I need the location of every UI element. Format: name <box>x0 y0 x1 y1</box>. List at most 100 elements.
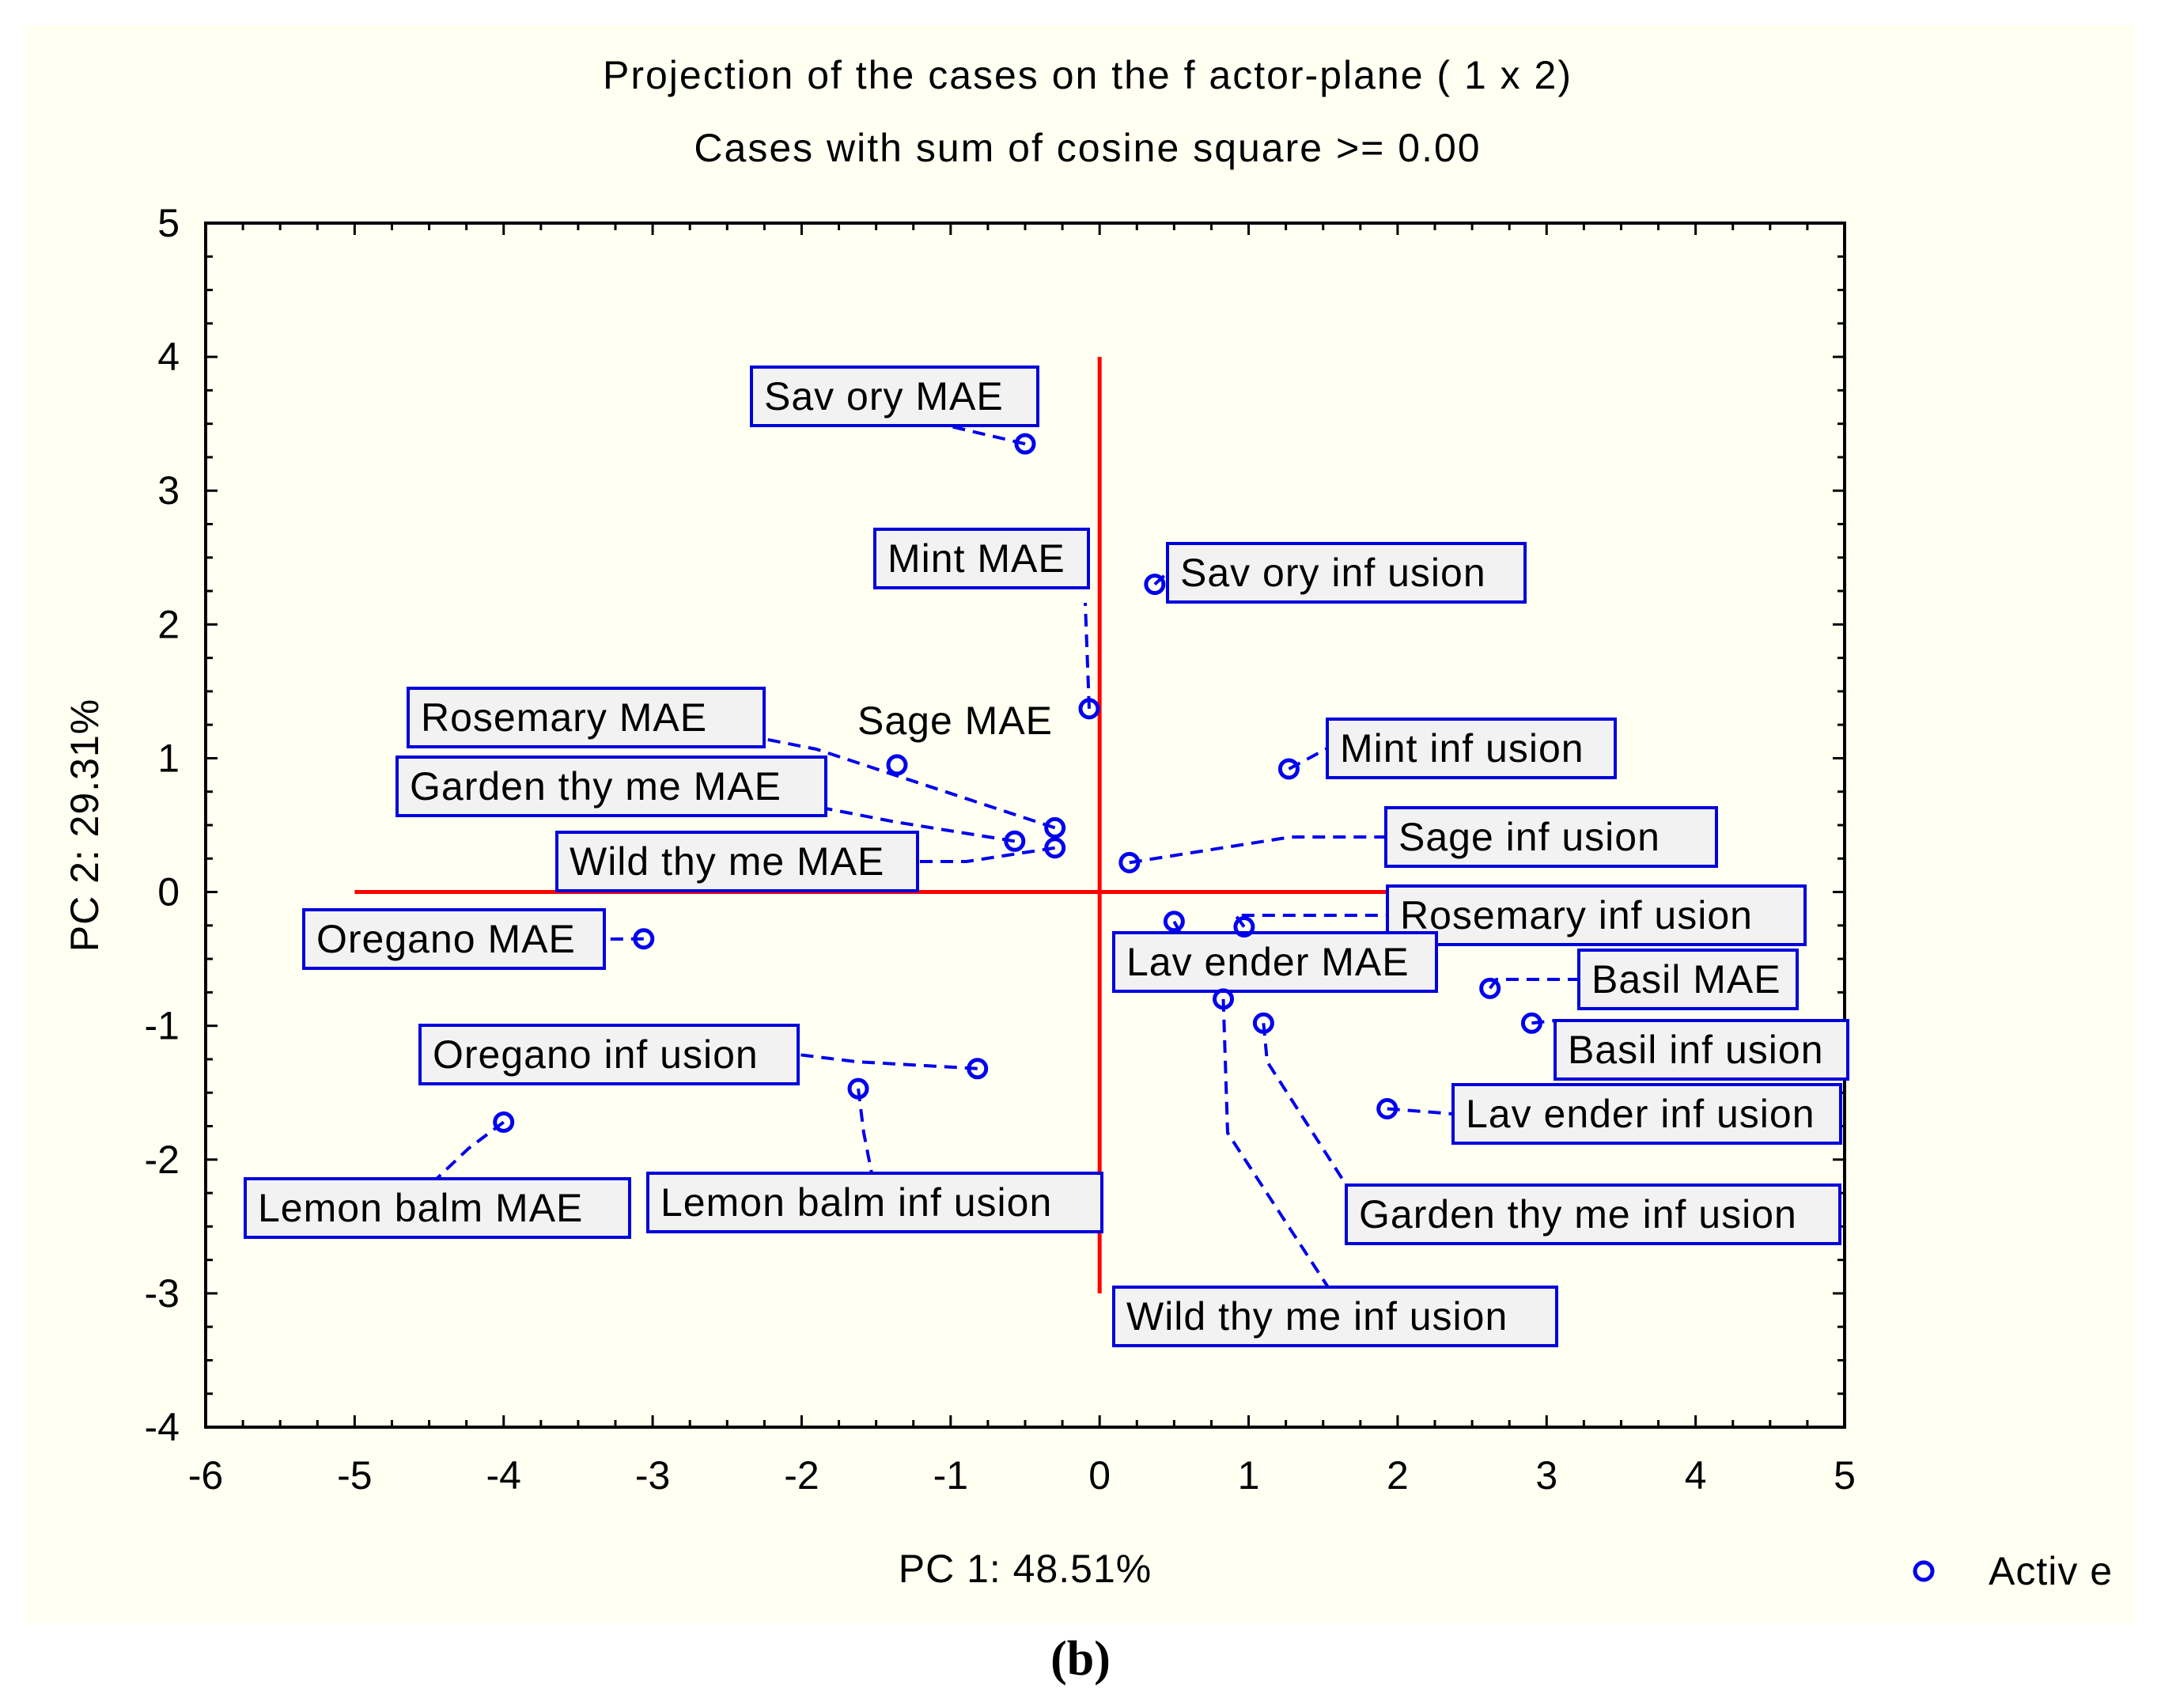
point-label-box <box>1345 1183 1841 1245</box>
y-tick-label: -2 <box>145 1138 180 1182</box>
point-label: Wild thy me inf usion <box>1126 1294 1508 1339</box>
point-label-box <box>1577 949 1799 1010</box>
leader-line <box>918 846 1055 863</box>
point-label-box <box>407 687 766 748</box>
x-tick-label: 5 <box>1834 1453 1856 1498</box>
point-label-box <box>1326 718 1617 779</box>
point-label-box <box>1112 931 1438 993</box>
y-tick-label: -4 <box>145 1405 180 1449</box>
point-label-box <box>1112 1286 1558 1347</box>
point-label-box <box>244 1177 631 1239</box>
x-tick-label: -4 <box>486 1453 520 1498</box>
point-label-box <box>1384 806 1718 868</box>
leader-line <box>1084 602 1091 709</box>
y-axis-label: PC 2: 29.31% <box>62 699 107 952</box>
leader-line <box>1129 835 1386 865</box>
point-label: Garden thy me MAE <box>410 764 782 809</box>
legend-label: Activ e <box>1989 1549 2113 1593</box>
data-point <box>1118 851 1141 873</box>
point-label-box <box>873 528 1090 589</box>
data-point <box>1044 816 1066 839</box>
leader-line <box>1489 978 1579 990</box>
data-point <box>1233 916 1255 938</box>
x-tick-label: 2 <box>1387 1453 1409 1498</box>
data-point <box>1376 1098 1398 1120</box>
chart-svg: Projection of the cases on the f actor-p… <box>62 53 2113 1593</box>
data-point <box>1044 837 1066 859</box>
point-label: Rosemary MAE <box>421 695 707 740</box>
point-label: Mint inf usion <box>1340 726 1584 771</box>
data-point <box>967 1058 989 1080</box>
y-tick-label: 4 <box>157 335 180 379</box>
data-point <box>847 1077 869 1100</box>
leader-line <box>1262 1023 1348 1187</box>
x-tick-label: -5 <box>337 1453 372 1498</box>
leader-line <box>1387 1107 1454 1115</box>
point-label-box <box>302 908 606 970</box>
leader-line <box>797 1053 978 1070</box>
data-point <box>1479 977 1501 999</box>
data-point <box>1004 830 1026 852</box>
y-axis-ticks: -4 -3 -2 -1 0 1 2 3 4 5 <box>145 201 1845 1449</box>
point-label-box <box>1451 1083 1842 1145</box>
leader-line <box>857 1088 873 1174</box>
x-tick-label: 1 <box>1238 1453 1260 1498</box>
y-tick-label: 5 <box>157 201 180 245</box>
x-tick-label: 0 <box>1088 1453 1111 1498</box>
data-point <box>1163 911 1185 933</box>
data-point <box>1520 1012 1542 1034</box>
leader-line <box>1221 998 1330 1289</box>
y-tick-label: -3 <box>145 1271 180 1316</box>
y-tick-label: 1 <box>157 736 180 780</box>
leader-line <box>1232 914 1387 928</box>
data-point <box>1144 574 1166 596</box>
chart-subtitle: Cases with sum of cosine square >= 0.00 <box>694 126 1481 170</box>
data-point <box>1277 758 1300 780</box>
point-label: Sage MAE <box>857 699 1053 743</box>
point-label: Sage inf usion <box>1398 815 1660 859</box>
data-points <box>493 433 1542 1133</box>
x-tick-label: -3 <box>635 1453 670 1498</box>
y-tick-label: 3 <box>157 468 180 513</box>
point-label-box <box>750 365 1039 427</box>
figure-caption: (b) <box>1050 1632 1111 1686</box>
point-label: Mint MAE <box>887 536 1065 581</box>
data-point <box>1252 1012 1274 1034</box>
point-label-box <box>646 1172 1103 1233</box>
chart-panel: Projection of the cases on the f actor-p… <box>25 25 2136 1623</box>
point-label: Basil inf usion <box>1568 1028 1824 1072</box>
x-tick-label: -1 <box>933 1453 968 1498</box>
point-label-box <box>418 1024 800 1085</box>
leader-line <box>825 807 1016 843</box>
point-label: Oregano inf usion <box>433 1032 759 1077</box>
leader-line <box>1288 747 1328 771</box>
point-labels: Sav ory MAE Sav ory inf usion Mint MAE Sage… <box>244 365 1849 1347</box>
legend-marker <box>1913 1560 1935 1582</box>
point-label: Basil MAE <box>1591 957 1781 1002</box>
data-point <box>493 1111 515 1133</box>
point-label: Lav ender MAE <box>1126 940 1410 984</box>
x-tick-label: 4 <box>1685 1453 1707 1498</box>
point-label: Rosemary inf usion <box>1400 893 1753 937</box>
reference-lines <box>354 357 1398 1293</box>
x-tick-label: -6 <box>188 1453 223 1498</box>
point-label: Sav ory MAE <box>764 374 1004 418</box>
point-label-box <box>1554 1019 1849 1081</box>
data-point <box>633 928 655 950</box>
point-label: Wild thy me MAE <box>570 839 884 884</box>
leader-line <box>763 737 1056 830</box>
point-label-box <box>1386 884 1807 946</box>
leader-line <box>1531 1019 1556 1025</box>
leader-line <box>435 1120 505 1180</box>
x-tick-label: 3 <box>1535 1453 1557 1498</box>
y-tick-label: 0 <box>157 870 180 915</box>
point-label: Oregano MAE <box>316 917 576 961</box>
x-axis-label: PC 1: 48.51% <box>899 1547 1152 1591</box>
data-point <box>1213 988 1235 1010</box>
data-point <box>1078 698 1100 720</box>
y-tick-label: 2 <box>157 602 180 646</box>
chart-title: Projection of the cases on the f actor-p… <box>603 53 1572 97</box>
data-point <box>886 754 908 776</box>
point-label: Sav ory inf usion <box>1180 551 1486 595</box>
point-label-box <box>1166 542 1527 604</box>
